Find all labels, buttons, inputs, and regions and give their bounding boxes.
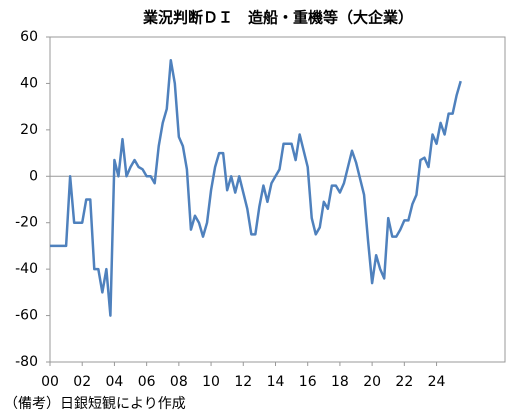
x-tick-label: 24 bbox=[428, 374, 446, 390]
plot-frame bbox=[49, 36, 506, 363]
x-tick-label: 04 bbox=[106, 374, 124, 390]
x-tick-label: 02 bbox=[73, 374, 91, 390]
x-tick-label: 14 bbox=[267, 374, 285, 390]
x-tick-label: 18 bbox=[331, 374, 349, 390]
x-tick-label: 22 bbox=[395, 374, 413, 390]
y-tick-label: 20 bbox=[20, 122, 38, 138]
chart-note: （備考）日銀短観により作成 bbox=[4, 395, 186, 412]
x-tick-label: 10 bbox=[202, 374, 220, 390]
y-tick-label: -80 bbox=[15, 354, 38, 370]
y-tick-label: 40 bbox=[20, 75, 38, 91]
x-tick-label: 08 bbox=[170, 374, 188, 390]
x-tick-label: 12 bbox=[234, 374, 252, 390]
y-tick-label: -20 bbox=[15, 215, 38, 231]
x-tick-label: 00 bbox=[41, 374, 59, 390]
x-tick-label: 16 bbox=[299, 374, 317, 390]
y-tick-label: 0 bbox=[29, 168, 38, 184]
y-tick-label: 60 bbox=[20, 29, 38, 45]
y-tick-label: -40 bbox=[15, 261, 38, 277]
y-tick-label: -60 bbox=[15, 308, 38, 324]
data-line bbox=[50, 58, 462, 317]
x-tick-label: 06 bbox=[138, 374, 156, 390]
chart-title: 業況判断ＤＩ 造船・重機等（大企業） bbox=[142, 9, 413, 27]
x-tick-label: 20 bbox=[363, 374, 381, 390]
